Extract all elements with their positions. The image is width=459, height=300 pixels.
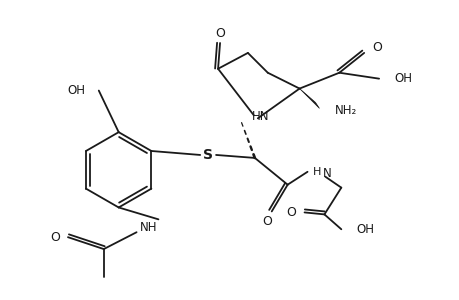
Text: O: O <box>215 27 224 40</box>
Text: OH: OH <box>67 84 85 97</box>
Text: OH: OH <box>355 223 374 236</box>
Text: OH: OH <box>393 72 411 85</box>
Text: S: S <box>203 148 213 162</box>
Text: N: N <box>322 167 330 180</box>
Text: O: O <box>371 41 381 55</box>
Text: HN: HN <box>252 110 269 123</box>
Text: O: O <box>286 206 296 219</box>
Text: NH: NH <box>140 221 157 234</box>
Polygon shape <box>299 88 319 108</box>
Text: O: O <box>50 231 60 244</box>
Text: H: H <box>313 167 321 177</box>
Text: O: O <box>261 215 271 228</box>
Text: NH₂: NH₂ <box>335 104 357 117</box>
